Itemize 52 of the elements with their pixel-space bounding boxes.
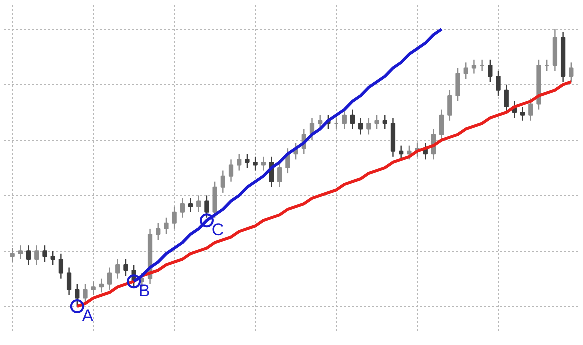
annotation: A — [82, 306, 94, 326]
candlestick — [278, 162, 282, 188]
candlestick — [196, 195, 202, 213]
candlestick — [107, 267, 112, 291]
candlestick — [164, 217, 169, 236]
candlestick — [245, 154, 250, 169]
candlestick — [18, 244, 24, 260]
candlestick — [172, 206, 177, 230]
candlestick — [318, 114, 323, 130]
candlestick — [456, 68, 460, 102]
candlestick — [464, 62, 468, 80]
candlestick — [26, 244, 32, 266]
candlestick — [99, 278, 104, 294]
annotation: B — [138, 282, 150, 301]
candlestick — [350, 109, 356, 130]
candlestick — [504, 84, 509, 114]
candlestick — [261, 156, 266, 172]
candlestick — [156, 222, 161, 241]
candlestick — [342, 109, 347, 130]
candlestick — [228, 159, 234, 182]
candlestick — [50, 250, 56, 266]
candlestick — [528, 98, 534, 122]
candlestick — [407, 145, 412, 160]
candlestick — [488, 59, 493, 83]
candlestick — [10, 248, 15, 263]
candlestick — [472, 59, 477, 74]
candlestick — [188, 198, 194, 213]
candlestick — [83, 284, 88, 304]
candlestick — [358, 118, 364, 136]
candlestick — [448, 90, 452, 122]
candlestick — [399, 145, 404, 160]
candlestick — [496, 70, 501, 97]
candlestick — [374, 114, 380, 130]
candlestick — [42, 244, 48, 263]
candlestick — [75, 284, 80, 308]
candlestick — [124, 258, 128, 277]
candlestick — [253, 156, 258, 172]
candlestick — [58, 253, 64, 280]
candlestick — [237, 154, 242, 172]
candlestick — [382, 114, 388, 130]
candlestick — [116, 258, 120, 280]
candlestick — [204, 195, 210, 218]
candlestick — [34, 244, 40, 266]
candlestick — [440, 109, 444, 141]
candlestick — [180, 198, 185, 218]
candlestick — [220, 170, 226, 194]
candlestick — [66, 267, 72, 296]
candlestick — [366, 118, 372, 136]
annotation: C — [212, 220, 224, 240]
candlestick — [91, 281, 96, 296]
candlestick — [569, 62, 574, 83]
candlestick — [520, 106, 526, 122]
